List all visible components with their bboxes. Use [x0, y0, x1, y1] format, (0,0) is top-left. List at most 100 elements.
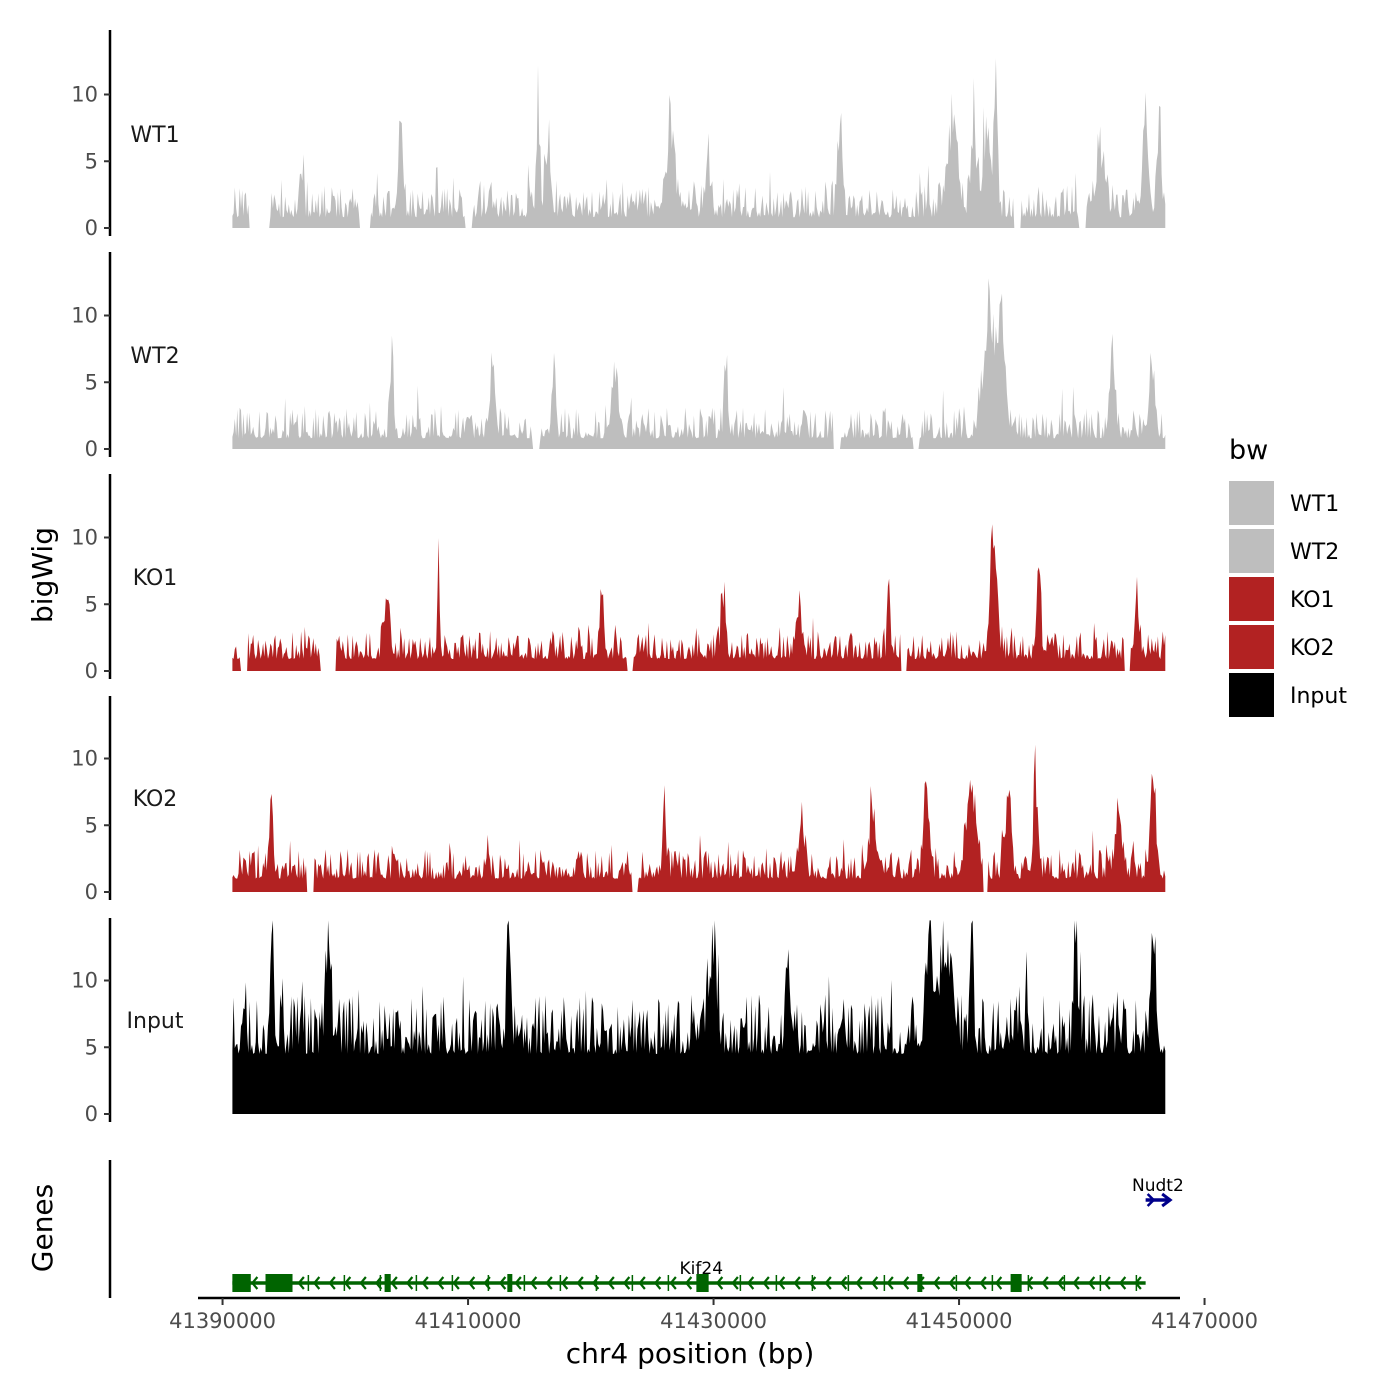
strand-arrow [514, 1276, 522, 1290]
strand-arrow [886, 1276, 894, 1290]
gene-label: Nudt2 [1132, 1176, 1184, 1196]
strand-arrow [731, 1276, 739, 1290]
legend-swatch-wt1 [1229, 481, 1274, 525]
strand-arrow [421, 1276, 429, 1290]
strand-arrow [1161, 1192, 1173, 1208]
strand-arrow [715, 1276, 724, 1290]
strand-arrow [405, 1276, 414, 1290]
gene-exon [265, 1274, 293, 1292]
strand-arrow [762, 1276, 770, 1290]
strand-arrow [839, 1276, 848, 1290]
coverage-area-ko2 [232, 744, 1166, 892]
track-label-ko1: KO1 [133, 566, 178, 591]
y-tick-label: 5 [85, 1035, 98, 1059]
y-tick-label: 5 [85, 813, 98, 837]
x-axis: 41390000 41410000 41430000 41450000 41470000 [169, 1296, 1258, 1333]
y-tick-label: 0 [85, 659, 98, 683]
strand-arrow [1118, 1276, 1127, 1290]
strand-arrow [824, 1276, 832, 1290]
gene-exon [384, 1274, 391, 1292]
gene-exon [507, 1274, 513, 1292]
strand-arrow [328, 1276, 336, 1290]
track-wt1: 0 5 10 WT1 [71, 30, 1166, 240]
strand-arrow [638, 1276, 646, 1290]
y-tick-label: 5 [85, 370, 98, 394]
legend-swatch-input [1229, 673, 1274, 717]
track-label-wt2: WT2 [130, 344, 179, 369]
strand-arrow [1087, 1276, 1096, 1290]
legend-label-ko2: KO2 [1290, 636, 1335, 661]
legend-label-wt2: WT2 [1290, 540, 1339, 565]
legend-label-ko1: KO1 [1290, 588, 1335, 613]
legend-swatch-ko1 [1229, 577, 1274, 621]
y-tick-label: 0 [85, 880, 98, 904]
track-ko1: 0 5 10 KO1 [71, 474, 1166, 683]
strand-arrow [1041, 1276, 1049, 1290]
strand-arrow [669, 1276, 677, 1290]
genes-panel: Kif24 Nudt2 [108, 1160, 1184, 1298]
y-tick-label: 5 [85, 592, 98, 616]
strand-arrow [498, 1276, 507, 1290]
gene-exon [1010, 1274, 1022, 1292]
strand-arrow [1025, 1276, 1034, 1290]
track-input: 0 5 10 Input [71, 918, 1166, 1126]
strand-arrow [297, 1276, 305, 1290]
strand-arrow [1103, 1276, 1111, 1290]
strand-arrow [1056, 1276, 1065, 1290]
legend-title: bw [1229, 435, 1268, 466]
strand-arrow [467, 1276, 476, 1290]
track-label-wt1: WT1 [130, 123, 179, 148]
gene-label: Kif24 [680, 1259, 724, 1279]
legend: bw WT1 WT2 KO1 KO2 Input [1229, 435, 1347, 717]
strand-arrow [545, 1276, 553, 1290]
y-tick-label: 0 [85, 1102, 98, 1126]
strand-arrow [436, 1276, 445, 1290]
strand-arrow [653, 1276, 662, 1290]
coverage-area-wt1 [232, 58, 1166, 229]
strand-arrow [1072, 1276, 1080, 1290]
y-tick-label: 0 [85, 216, 98, 240]
gene-exon [696, 1274, 709, 1292]
strand-arrow [777, 1276, 786, 1290]
track-label-ko2: KO2 [133, 787, 178, 812]
gene-nudt2: Nudt2 [1132, 1176, 1184, 1208]
strand-arrow [932, 1276, 941, 1290]
strand-arrow [994, 1276, 1003, 1290]
coverage-area-wt2 [232, 278, 1166, 449]
strand-arrow [1146, 1193, 1156, 1207]
track-label-input: Input [127, 1009, 184, 1034]
strand-arrow [312, 1276, 321, 1290]
strand-arrow [855, 1276, 863, 1290]
strand-arrow [560, 1276, 569, 1290]
y-tick-label: 10 [71, 304, 98, 328]
x-tick-label: 41410000 [415, 1309, 522, 1333]
strand-arrow [746, 1276, 755, 1290]
strand-arrow [452, 1276, 460, 1290]
strand-arrow [622, 1276, 631, 1290]
y-tick-label: 10 [71, 747, 98, 771]
track-wt2: 0 5 10 WT2 [71, 252, 1166, 461]
x-tick-label: 41390000 [169, 1309, 276, 1333]
strand-arrow [250, 1276, 259, 1290]
y-tick-label: 10 [71, 969, 98, 993]
x-axis-title: chr4 position (bp) [566, 1337, 815, 1370]
gene-kif24: Kif24 [232, 1259, 1146, 1292]
legend-label-input: Input [1290, 684, 1347, 709]
strand-arrow [870, 1276, 879, 1290]
strand-arrow [684, 1276, 693, 1290]
strand-arrow [901, 1276, 910, 1290]
track-ko2: 0 5 10 KO2 [71, 696, 1166, 904]
strand-arrow [343, 1276, 352, 1290]
legend-swatch-ko2 [1229, 625, 1274, 669]
y-tick-label: 5 [85, 149, 98, 173]
legend-swatch-wt2 [1229, 529, 1274, 573]
strand-arrow [808, 1276, 817, 1290]
x-tick-label: 41470000 [1151, 1309, 1258, 1333]
y-tick-label: 10 [71, 526, 98, 550]
legend-label-wt1: WT1 [1290, 492, 1339, 517]
gene-exon [232, 1274, 251, 1292]
y-tick-label: 0 [85, 437, 98, 461]
coverage-tracks: 0 5 10 WT1 0 5 10 WT2 0 5 10 KO1 0 5 10 KO2 0 5 10 Input [71, 30, 1166, 1126]
strand-arrow [607, 1276, 615, 1290]
